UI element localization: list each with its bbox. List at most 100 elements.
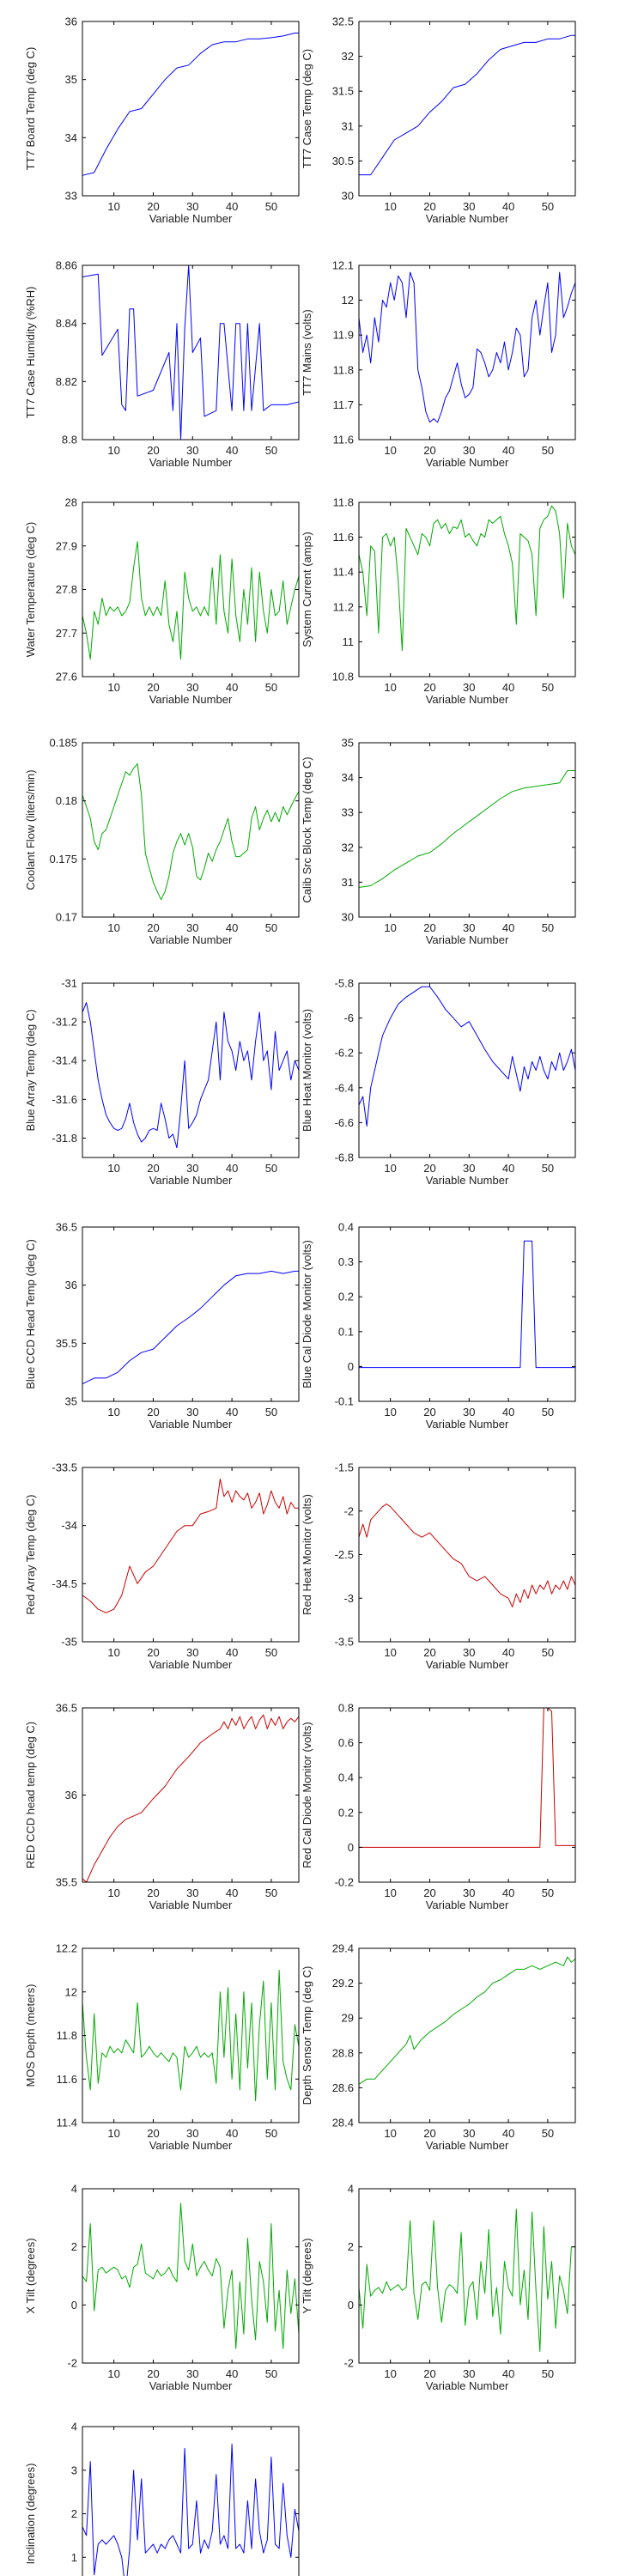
y-tick-label: 11.8 <box>57 2029 77 2042</box>
chart-12: 10 20 30 40 50 -35 -34.5 -34 -33.5 Variable Numbe… <box>24 1461 300 1671</box>
chart-13: 10 20 30 40 50 -3.5 -3 -2.5 -2 -1.5 Variable Numbe… <box>301 1461 576 1671</box>
x-axis-label: Variable Number <box>426 456 509 469</box>
y-tick-label: -6.4 <box>335 1081 354 1094</box>
x-tick-label: 40 <box>502 200 514 213</box>
y-tick-label: 29.4 <box>332 1942 354 1955</box>
x-tick-label: 10 <box>107 921 119 934</box>
chart-16: 10 20 30 40 50 11.4 11.6 11.8 12 12.2 Variable Num… <box>24 1942 300 2152</box>
y-tick-label: 3 <box>71 2464 77 2476</box>
y-tick-label: 32 <box>342 50 354 63</box>
plot-area <box>82 1227 299 1401</box>
x-tick-label: 50 <box>542 1162 554 1175</box>
x-tick-label: 10 <box>384 200 396 213</box>
axes-frame <box>82 1467 300 1643</box>
x-tick-label: 10 <box>384 2127 396 2140</box>
x-tick-label: 20 <box>147 1646 159 1659</box>
x-tick-label: 20 <box>147 1406 159 1419</box>
y-tick-label: 11.8 <box>333 363 354 376</box>
series-line <box>82 541 300 660</box>
plot-area <box>359 1227 575 1401</box>
y-tick-label: 2 <box>71 2240 77 2253</box>
series-line <box>82 762 300 901</box>
y-tick-label: 27.6 <box>56 671 77 683</box>
x-tick-label: 30 <box>463 2127 475 2140</box>
plot-area <box>359 265 575 440</box>
y-tick-label: -31.4 <box>52 1054 77 1067</box>
series-line <box>358 505 576 652</box>
x-tick-label: 10 <box>107 2127 119 2140</box>
chart-19: 10 20 30 40 50 -2 0 2 4 Variable Number Y Tilt (de… <box>301 2183 576 2392</box>
y-axis-label: Coolant Flow (liters/min) <box>24 769 37 890</box>
y-axis-label: TT7 Board Temp (deg C) <box>24 47 37 171</box>
y-tick-label: 11.2 <box>333 600 354 613</box>
chart-9: 10 20 30 40 50 -6.8 -6.6 -6.4 -6.2 -6 -5.8 Variable… <box>301 977 576 1187</box>
x-tick-label: 20 <box>423 200 435 213</box>
y-axis-label: Blue Cal Diode Monitor (volts) <box>301 1240 313 1388</box>
x-tick-label: 20 <box>423 1406 435 1419</box>
x-tick-label: 30 <box>463 921 475 934</box>
x-tick-label: 10 <box>107 2367 119 2380</box>
y-tick-label: 0.4 <box>338 1221 354 1234</box>
x-tick-label: 50 <box>265 921 277 934</box>
x-tick-label: 30 <box>463 1646 475 1659</box>
y-tick-label: 11.4 <box>333 566 354 579</box>
x-tick-label: 30 <box>186 2367 198 2380</box>
y-tick-label: 33 <box>342 806 354 819</box>
x-axis-label: Variable Number <box>149 693 233 706</box>
x-axis-label: Variable Number <box>149 1658 233 1671</box>
x-tick-label: 10 <box>384 2367 396 2380</box>
x-axis-label: Variable Number <box>149 1418 233 1431</box>
y-tick-label: 34 <box>65 131 77 144</box>
y-tick-label: 10.8 <box>332 671 354 683</box>
x-tick-label: 30 <box>186 1162 198 1175</box>
series-line <box>82 264 300 440</box>
x-tick-label: 40 <box>502 681 514 694</box>
x-axis-label: Variable Number <box>426 1418 509 1431</box>
y-tick-label: 12.1 <box>332 259 354 272</box>
series-line <box>358 770 575 888</box>
x-axis-label: Variable Number <box>426 1658 509 1671</box>
x-tick-label: 30 <box>186 1406 198 1419</box>
x-tick-label: 50 <box>542 681 554 694</box>
chart-2: 10 20 30 40 50 8.8 8.82 8.84 8.86 Variable Number… <box>24 259 300 469</box>
series-line <box>82 1714 300 1883</box>
y-tick-label: -1.5 <box>335 1461 354 1474</box>
y-tick-label: -33.5 <box>52 1461 77 1474</box>
axes-frame <box>358 982 576 1158</box>
y-axis-label: MOS Depth (meters) <box>24 1984 37 2087</box>
x-tick-label: 20 <box>423 1162 435 1175</box>
y-tick-label: 0 <box>348 1841 354 1854</box>
y-axis-label: RED CCD head temp (deg C) <box>24 1722 37 1868</box>
plot-area <box>359 21 575 196</box>
y-tick-label: 0.2 <box>338 1291 354 1303</box>
chart-8: 10 20 30 40 50 -31.8 -31.6 -31.4 -31.2 -31 Variabl… <box>24 977 300 1187</box>
y-tick-label: 28 <box>65 496 77 509</box>
x-axis-label: Variable Number <box>149 1899 233 1911</box>
x-tick-label: 40 <box>502 444 514 457</box>
y-tick-label: 11.6 <box>333 434 354 447</box>
y-tick-label: 11.6 <box>333 531 354 544</box>
y-axis-label: TT7 Case Humidity (%RH) <box>24 287 37 419</box>
x-tick-label: 40 <box>226 1886 238 1899</box>
axes-frame <box>358 1707 576 1883</box>
x-tick-label: 50 <box>265 1162 277 1175</box>
x-axis-label: Variable Number <box>426 1174 509 1187</box>
x-tick-label: 50 <box>265 681 277 694</box>
x-axis-label: Variable Number <box>149 2139 233 2152</box>
x-tick-label: 10 <box>384 681 396 694</box>
y-tick-label: 0.17 <box>56 911 77 924</box>
y-tick-label: 32 <box>342 841 354 854</box>
chart-1: 10 20 30 40 50 30 30.5 31 31.5 32 32.5 Variable Num… <box>301 15 576 225</box>
axes-frame <box>358 1947 576 2123</box>
x-tick-label: 50 <box>265 2367 277 2380</box>
chart-20: 102030405001234Variable NumberInclinatio… <box>24 2421 300 2576</box>
y-tick-label: 36 <box>65 1279 77 1291</box>
x-tick-label: 10 <box>384 1162 396 1175</box>
y-axis-label: Depth Sensor Temp (deg C) <box>301 1966 313 2105</box>
x-tick-label: 30 <box>463 1886 475 1899</box>
x-tick-label: 40 <box>502 1406 514 1419</box>
plot-area <box>82 743 299 917</box>
x-tick-label: 50 <box>542 1406 554 1419</box>
y-tick-label: 31.5 <box>332 85 354 98</box>
x-tick-label: 40 <box>226 2367 238 2380</box>
